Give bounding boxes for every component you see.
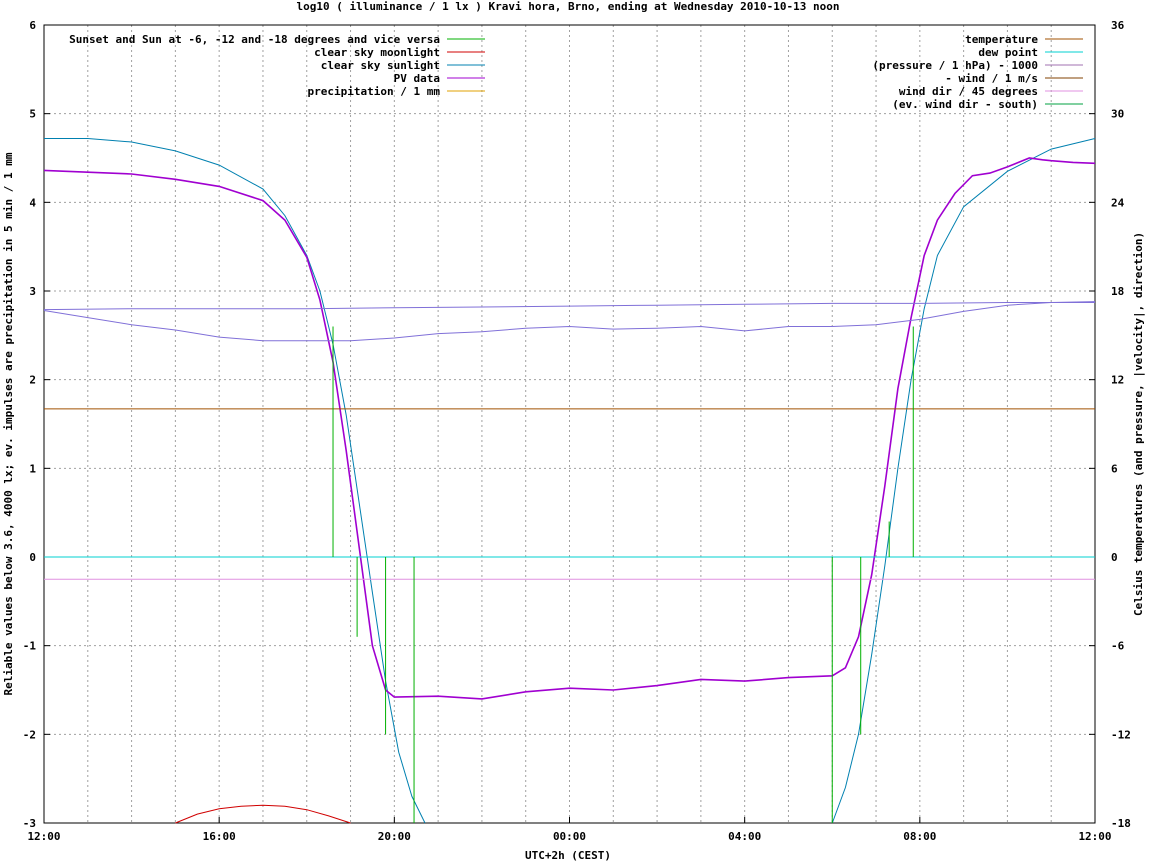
- legend-label: precipitation / 1 mm: [308, 85, 441, 98]
- series-line: [175, 804, 351, 824]
- y2-tick-label: 18: [1111, 285, 1124, 298]
- y-tick-label: 4: [29, 196, 36, 209]
- x-tick-label: 12:00: [1078, 830, 1111, 843]
- legend-left: Sunset and Sun at -6, -12 and -18 degree…: [69, 33, 485, 98]
- legend-label: dew point: [978, 46, 1038, 59]
- legend-label: (pressure / 1 hPa) - 1000: [872, 59, 1038, 72]
- y-tick-label: 2: [29, 374, 36, 387]
- legend-label: Sunset and Sun at -6, -12 and -18 degree…: [69, 33, 440, 46]
- y2-tick-label: 36: [1111, 19, 1125, 32]
- y-tick-label: 6: [29, 19, 36, 32]
- y2-tick-label: -18: [1111, 817, 1131, 830]
- chart-title: log10 ( illuminance / 1 lx ) Kravi hora,…: [296, 0, 839, 13]
- y2-tick-label: -12: [1111, 728, 1131, 741]
- y-tick-label: -2: [23, 728, 36, 741]
- x-axis-ticks: 12:00 16:00 20:00 00:00 04:00 08:00 12:00: [27, 817, 1112, 843]
- legend-label: clear sky sunlight: [321, 59, 440, 72]
- y2-axis-ticks: -18 -12 -6 0 6 12 18 24 30 36: [1089, 19, 1131, 830]
- legend-label: (ev. wind dir - south): [892, 98, 1038, 111]
- y-tick-label: 5: [29, 108, 36, 121]
- y2-tick-label: 30: [1111, 108, 1124, 121]
- x-tick-label: 20:00: [378, 830, 411, 843]
- grid-lines: [44, 25, 1095, 823]
- series-line: [43, 157, 1096, 700]
- legend-label: clear sky moonlight: [314, 46, 440, 59]
- y2-tick-label: -6: [1111, 640, 1125, 653]
- y-axis-ticks: -3 -2 -1 0 1 2 3 4 5 6: [23, 19, 50, 830]
- data-series: [43, 138, 1096, 824]
- series-line: [43, 301, 1096, 342]
- x-tick-label: 08:00: [903, 830, 936, 843]
- y2-tick-label: 0: [1111, 551, 1118, 564]
- x-tick-label: 16:00: [203, 830, 236, 843]
- legend-label: PV data: [394, 72, 440, 85]
- y-tick-label: -1: [23, 640, 37, 653]
- y2-tick-label: 24: [1111, 196, 1125, 209]
- y2-tick-label: 6: [1111, 462, 1118, 475]
- y-tick-label: 1: [29, 462, 36, 475]
- y2-axis-title: Celsius temperatures (and pressure, |vel…: [1132, 232, 1145, 616]
- legend-label: temperature: [965, 33, 1038, 46]
- y-tick-label: -3: [23, 817, 36, 830]
- series-line: [831, 138, 1096, 824]
- plot-frame: [43, 24, 1096, 824]
- x-axis-title: UTC+2h (CEST): [525, 849, 611, 862]
- y-tick-label: 0: [29, 551, 36, 564]
- y-tick-label: 3: [29, 285, 36, 298]
- legend-label: - wind / 1 m/s: [945, 72, 1038, 85]
- legend-label: wind dir / 45 degrees: [899, 85, 1038, 98]
- series-line: [43, 302, 1095, 311]
- x-tick-label: 04:00: [728, 830, 761, 843]
- series-line: [44, 138, 426, 824]
- y-axis-title: Reliable values below 3.6, 4000 lx; ev. …: [2, 152, 15, 695]
- x-tick-label: 12:00: [27, 830, 60, 843]
- x-tick-label: 00:00: [553, 830, 586, 843]
- y2-tick-label: 12: [1111, 374, 1124, 387]
- sun-angle-impulses: [332, 326, 914, 823]
